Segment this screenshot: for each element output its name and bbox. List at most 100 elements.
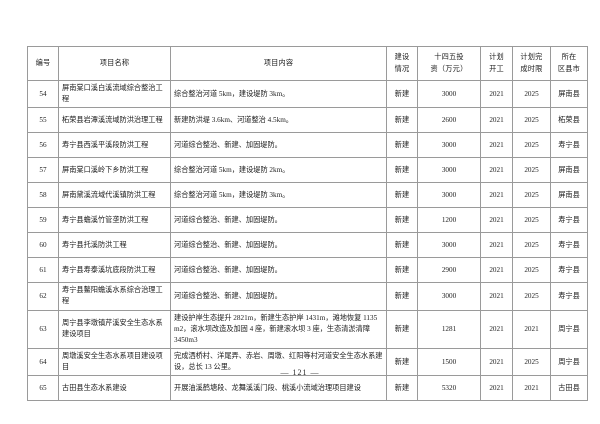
- cell-investment: 3000: [417, 182, 481, 209]
- cell-project-name: 寿宁县托溪防洪工程: [58, 232, 171, 259]
- table-row: 58 屏南黛溪流域代溪镇防洪工程 综合整治河道 5km，建设堤防 3km。 新建 300…: [27, 182, 588, 209]
- cell-plan-start: 2021: [480, 282, 513, 311]
- page-footer: — 121 —: [280, 368, 320, 377]
- cell-build-status: 新建: [386, 257, 418, 284]
- cell-no: 55: [27, 107, 59, 134]
- column-header-region: 所在 区县市: [550, 46, 588, 81]
- cell-project-content: 河道综合整治、新建、加固堤防。: [170, 207, 387, 234]
- cell-project-content: 河道综合整治、新建、加固堤防。: [170, 282, 387, 311]
- cell-project-name: 寿宁县寿泰溪坑底段防洪工程: [58, 257, 171, 284]
- cell-region: 周宁县: [550, 348, 588, 377]
- cell-plan-start: 2021: [480, 107, 513, 134]
- cell-project-content: 河道综合整治、新建、加固堤防。: [170, 257, 387, 284]
- cell-plan-finish: 2025: [512, 257, 551, 284]
- cell-no: 60: [27, 232, 59, 259]
- cell-no: 58: [27, 182, 59, 209]
- cell-project-content: 综合整治河道 5km，建设堤防 2km。: [170, 157, 387, 184]
- table-header-row: 编号 项目名称 项目内容 建设 情况 十四五投 资（万元）: [27, 46, 588, 81]
- table-row: 59 寿宁县蟾溪竹管垄防洪工程 河道综合整治、新建、加固堤防。 新建 1200 2021 2…: [27, 207, 588, 234]
- cell-project-content: 综合整治河道 5km，建设堤防 3km。: [170, 182, 387, 209]
- column-header-project-name: 项目名称: [58, 46, 171, 81]
- cell-no: 63: [27, 309, 59, 350]
- table-row: 60 寿宁县托溪防洪工程 河道综合整治、新建、加固堤防。 新建 3000 2021 2025…: [27, 232, 588, 259]
- table-row: 63 周宁县李墩镇芹溪安全生态水系建设项目 建设护岸生态提升 2821m，新建生态护…: [27, 309, 588, 350]
- cell-project-name: 寿宁县鳌阳蟾溪水系综合治理工程: [58, 282, 171, 311]
- cell-plan-start: 2021: [480, 132, 513, 159]
- cell-project-content: 完成洒桥村、洋尾弄、赤岩、周墩、红阳等村河道安全生态水系建设，总长 13 公里。: [170, 348, 387, 377]
- cell-plan-start: 2021: [480, 157, 513, 184]
- table-row: 64 周墩溪安全生态水系项目建设项目 完成洒桥村、洋尾弄、赤岩、周墩、红阳等村河道安…: [27, 348, 588, 377]
- project-table: 编号 项目名称 项目内容 建设 情况 十四五投 资（万元）: [27, 46, 588, 402]
- cell-region: 屏南县: [550, 79, 588, 109]
- cell-investment: 5320: [417, 375, 481, 402]
- cell-build-status: 新建: [386, 132, 418, 159]
- cell-plan-start: 2021: [480, 257, 513, 284]
- column-header-build-status: 建设 情况: [386, 46, 418, 81]
- column-header-no: 编号: [27, 46, 59, 81]
- cell-project-name: 寿宁县西溪平溪段防洪工程: [58, 132, 171, 159]
- column-header-investment: 十四五投 资（万元）: [417, 46, 481, 81]
- column-header-investment-line-1: 十四五投: [434, 53, 464, 62]
- cell-region: 寿宁县: [550, 232, 588, 259]
- cell-build-status: 新建: [386, 232, 418, 259]
- cell-investment: 2900: [417, 257, 481, 284]
- cell-no: 61: [27, 257, 59, 284]
- cell-plan-start: 2021: [480, 79, 513, 109]
- table-row: 62 寿宁县鳌阳蟾溪水系综合治理工程 河道综合整治、新建、加固堤防。 新建 3000 20…: [27, 282, 588, 311]
- cell-no: 59: [27, 207, 59, 234]
- cell-project-content: 开展油溪鹤塘段、龙舞溪溪门段、桃溪小流域治理项目建设: [170, 375, 387, 402]
- cell-build-status: 新建: [386, 107, 418, 134]
- cell-plan-finish: 2025: [512, 282, 551, 311]
- column-header-plan-start: 计划 开工: [480, 46, 513, 81]
- cell-project-content: 综合整治河道 5km，建设堤防 3km。: [170, 79, 387, 109]
- cell-plan-finish: 2021: [512, 309, 551, 350]
- cell-project-name: 周宁县李墩镇芹溪安全生态水系建设项目: [58, 309, 171, 350]
- cell-build-status: 新建: [386, 207, 418, 234]
- cell-region: 寿宁县: [550, 282, 588, 311]
- cell-plan-finish: 2025: [512, 348, 551, 377]
- cell-no: 65: [27, 375, 59, 402]
- cell-investment: 3000: [417, 132, 481, 159]
- cell-no: 64: [27, 348, 59, 377]
- column-header-project-content: 项目内容: [170, 46, 387, 81]
- column-header-region-line-2: 区县市: [557, 64, 581, 73]
- cell-project-name: 寿宁县蟾溪竹管垄防洪工程: [58, 207, 171, 234]
- column-header-plan-finish-line-1: 计划完: [520, 53, 543, 62]
- project-table-container: 编号 项目名称 项目内容 建设 情况 十四五投 资（万元）: [27, 46, 588, 402]
- column-header-investment-line-2: 资（万元）: [430, 64, 468, 73]
- cell-investment: 1200: [417, 207, 481, 234]
- column-header-no-line-1: 编号: [35, 58, 51, 67]
- cell-investment: 2600: [417, 107, 481, 134]
- cell-build-status: 新建: [386, 157, 418, 184]
- cell-investment: 3000: [417, 157, 481, 184]
- cell-project-name: 屏南棠口溪白溪流域综合整治工程: [58, 79, 171, 109]
- column-header-region-line-1: 所在: [561, 53, 577, 62]
- table-row: 61 寿宁县寿泰溪坑底段防洪工程 河道综合整治、新建、加固堤防。 新建 2900 2021…: [27, 257, 588, 284]
- table-row: 57 屏南棠口溪岭下乡防洪工程 综合整治河道 5km，建设堤防 2km。 新建 3000…: [27, 157, 588, 184]
- cell-plan-start: 2021: [480, 232, 513, 259]
- cell-plan-finish: 2025: [512, 107, 551, 134]
- cell-region: 周宁县: [550, 309, 588, 350]
- cell-plan-start: 2021: [480, 375, 513, 402]
- cell-plan-finish: 2025: [512, 79, 551, 109]
- cell-project-content: 河道综合整治、新建、加固堤防。: [170, 232, 387, 259]
- cell-investment: 3000: [417, 282, 481, 311]
- cell-plan-finish: 2025: [512, 132, 551, 159]
- cell-build-status: 新建: [386, 348, 418, 377]
- column-header-plan-start-line-1: 计划: [489, 53, 504, 62]
- cell-plan-start: 2021: [480, 182, 513, 209]
- cell-investment: 3000: [417, 232, 481, 259]
- cell-project-content: 河道综合整治、新建、加固堤防。: [170, 132, 387, 159]
- cell-plan-finish: 2025: [512, 232, 551, 259]
- table-row: 55 柘荣县岩潭溪流域防洪治理工程 新建防洪堤 3.6km、河道整治 4.5km。新…: [27, 107, 588, 134]
- column-header-plan-finish-line-2: 成时限: [520, 64, 543, 73]
- cell-project-content: 建设护岸生态提升 2821m，新建生态护岸 1431m，滩地恢复 1135 m2…: [170, 309, 387, 350]
- cell-plan-start: 2021: [480, 309, 513, 350]
- cell-region: 屏南县: [550, 182, 588, 209]
- column-header-project-content-line-1: 项目内容: [263, 58, 294, 67]
- cell-project-name: 屏南黛溪流域代溪镇防洪工程: [58, 182, 171, 209]
- column-header-build-status-line-2: 情况: [394, 64, 410, 73]
- cell-no: 62: [27, 282, 59, 311]
- cell-project-name: 古田县生态水系建设: [58, 375, 171, 402]
